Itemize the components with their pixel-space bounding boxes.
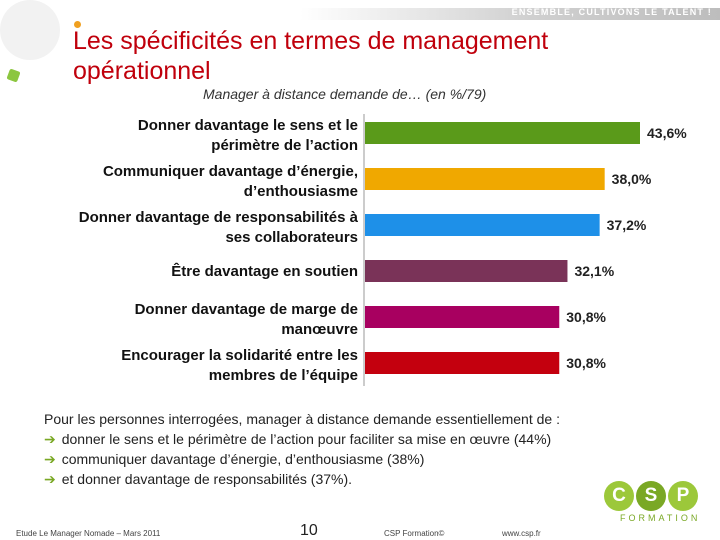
page-title-line2: opérationnel xyxy=(73,57,211,85)
top-banner-stripe xyxy=(300,8,720,20)
arrow-icon: ➔ xyxy=(44,451,56,467)
page-number: 10 xyxy=(300,522,318,539)
summary-text: Pour les personnes interrogées, manager … xyxy=(44,409,704,489)
value-label-4: 32,1% xyxy=(574,263,614,279)
chart-subtitle: Manager à distance demande de… (en %/79) xyxy=(203,86,487,102)
category-label-6-line-1: Encourager la solidarité entre les xyxy=(121,347,358,364)
bar-6 xyxy=(365,352,560,374)
decor-dot-orange xyxy=(74,21,81,28)
footer-study: Etude Le Manager Nomade – Mars 2011 xyxy=(16,529,161,538)
page-title-line1: Les spécificités en termes de management xyxy=(73,27,549,55)
summary-point-1: ➔ donner le sens et le périmètre de l’act… xyxy=(44,431,552,447)
csp-logo: C S P FORMATION xyxy=(604,481,718,525)
logo-word: FORMATION xyxy=(620,513,701,523)
decor-dot-green xyxy=(6,68,21,83)
logo-letter-s: S xyxy=(636,481,666,511)
value-label-6: 30,8% xyxy=(566,355,606,371)
logo-letter-p: P xyxy=(668,481,698,511)
category-label-5-line-1: Donner davantage de marge de xyxy=(135,301,358,318)
bar-chart: 43,6% Donner davantage le sens et le périm… xyxy=(79,114,687,386)
summary-point-2: ➔ communiquer davantage d’énergie, d’enth… xyxy=(44,451,425,467)
bar-1 xyxy=(365,122,640,144)
bar-5 xyxy=(365,306,560,328)
value-label-1: 43,6% xyxy=(647,125,687,141)
bar-3 xyxy=(365,214,600,236)
bar-2 xyxy=(365,168,605,190)
value-label-2: 38,0% xyxy=(612,171,652,187)
category-label-5-line-2: manœuvre xyxy=(281,321,358,338)
category-label-3-line-1: Donner davantage de responsabilités à xyxy=(79,209,359,226)
category-label-2-line-2: d’enthousiasme xyxy=(244,183,358,200)
bar-4 xyxy=(365,260,568,282)
arrow-icon: ➔ xyxy=(44,471,56,487)
logo-letter-c: C xyxy=(604,481,634,511)
summary-point-3: ➔ et donner davantage de responsabilités … xyxy=(44,471,353,487)
category-label-2-line-1: Communiquer davantage d’énergie, xyxy=(103,163,358,180)
value-label-5: 30,8% xyxy=(566,309,606,325)
slogan: ENSEMBLE, CULTIVONS LE TALENT ! xyxy=(511,7,712,17)
footer-url[interactable]: www.csp.fr xyxy=(502,529,541,538)
summary-intro: Pour les personnes interrogées, manager … xyxy=(44,411,560,427)
category-label-1-line-1: Donner davantage le sens et le xyxy=(138,117,358,134)
top-banner: ENSEMBLE, CULTIVONS LE TALENT ! xyxy=(0,0,720,22)
decor-circle-grey xyxy=(0,0,60,60)
footer-company: CSP Formation© xyxy=(384,529,445,538)
arrow-icon: ➔ xyxy=(44,431,56,447)
category-label-4-line-1: Être davantage en soutien xyxy=(171,262,358,280)
category-label-6-line-2: membres de l’équipe xyxy=(209,367,358,384)
value-label-3: 37,2% xyxy=(607,217,647,233)
page-title: Les spécificités en termes de management… xyxy=(73,26,548,86)
category-label-3-line-2: ses collaborateurs xyxy=(225,229,358,246)
category-label-1-line-2: périmètre de l’action xyxy=(211,137,358,154)
